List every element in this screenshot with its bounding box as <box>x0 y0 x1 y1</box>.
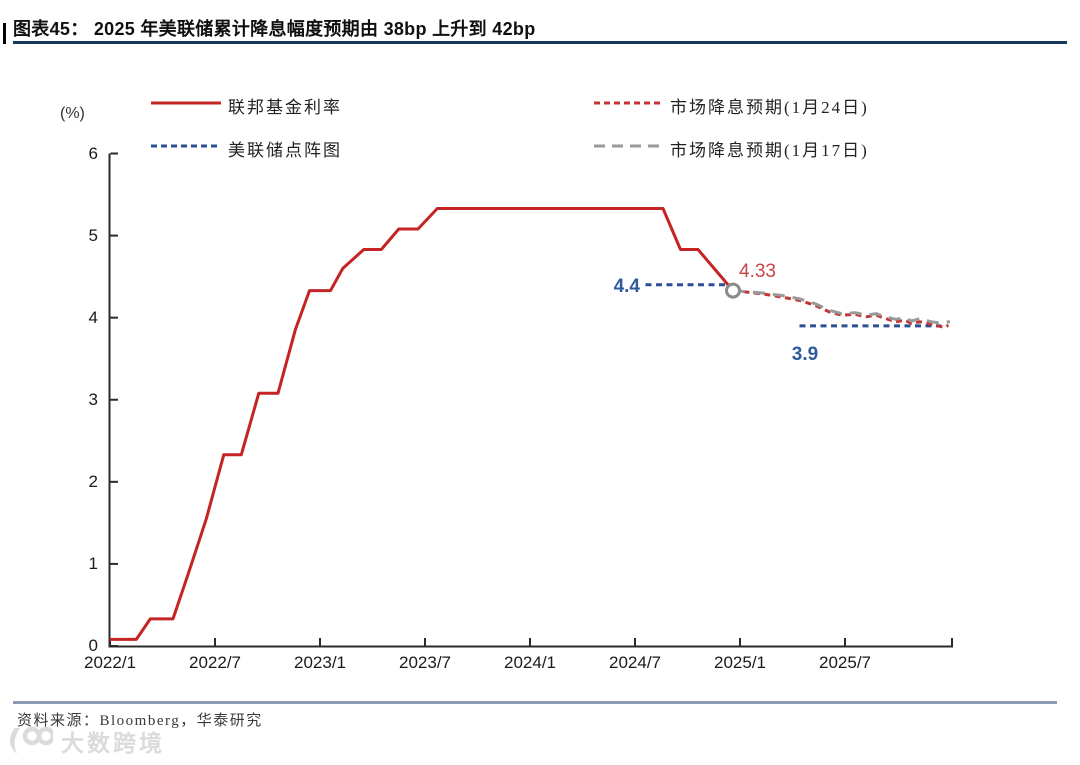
x-tick-label: 2023/7 <box>399 653 451 672</box>
legend-label-market-jan24: 市场降息预期(1月24日) <box>670 98 869 117</box>
watermark-logo-icon <box>9 726 53 754</box>
page-title: 图表45： 2025 年美联储累计降息幅度预期由 38bp 上升到 42bp <box>13 19 536 39</box>
market-jan24-line-swatch-icon <box>594 101 664 105</box>
x-tick-label: 2022/7 <box>189 653 241 672</box>
source-line: 资料来源：Bloomberg，华泰研究 <box>17 713 263 729</box>
y-tick-label: 2 <box>88 471 98 491</box>
y-tick-label: 3 <box>88 389 98 409</box>
x-tick-label: 2025/7 <box>819 653 871 672</box>
annotation-dot-plot-2024: 4.4 <box>613 276 640 297</box>
y-axis-unit-label: (%) <box>60 105 85 122</box>
current-rate-marker <box>725 282 741 299</box>
annotation-current-rate: 4.33 <box>739 261 776 282</box>
legend-label-dot-plot: 美联储点阵图 <box>228 141 342 160</box>
x-tick-label: 2024/1 <box>504 653 556 672</box>
watermark-text: 大数跨境 <box>61 730 165 756</box>
legend-label-market-jan17: 市场降息预期(1月17日) <box>670 141 869 160</box>
x-tick-label: 2024/7 <box>609 653 661 672</box>
y-tick-label: 5 <box>88 225 98 245</box>
y-tick-label: 0 <box>88 636 98 655</box>
annotation-dot-plot-2025: 3.9 <box>791 344 819 365</box>
x-tick-label: 2023/1 <box>294 653 346 672</box>
watermark: 大数跨境 <box>5 724 165 758</box>
x-tick-label: 2025/1 <box>714 653 766 672</box>
y-tick-label: 4 <box>88 307 98 327</box>
dot-plot-line-swatch-icon <box>151 144 221 148</box>
title-underline <box>13 41 1067 44</box>
series-fed_funds_red <box>110 207 735 641</box>
x-tick-label: 2022/1 <box>84 653 136 672</box>
legend-label-fed-funds: 联邦基金利率 <box>228 98 342 117</box>
y-tick-label: 6 <box>88 143 98 163</box>
market-jan17-line-swatch-icon <box>594 144 664 148</box>
fed-funds-line-swatch-icon <box>151 101 221 105</box>
footer-divider <box>13 701 1057 704</box>
series-market_jan17_gray <box>732 289 951 325</box>
y-tick-label: 1 <box>88 553 98 573</box>
series-market_jan24_red <box>732 289 950 329</box>
page-edge-mark <box>3 23 6 44</box>
